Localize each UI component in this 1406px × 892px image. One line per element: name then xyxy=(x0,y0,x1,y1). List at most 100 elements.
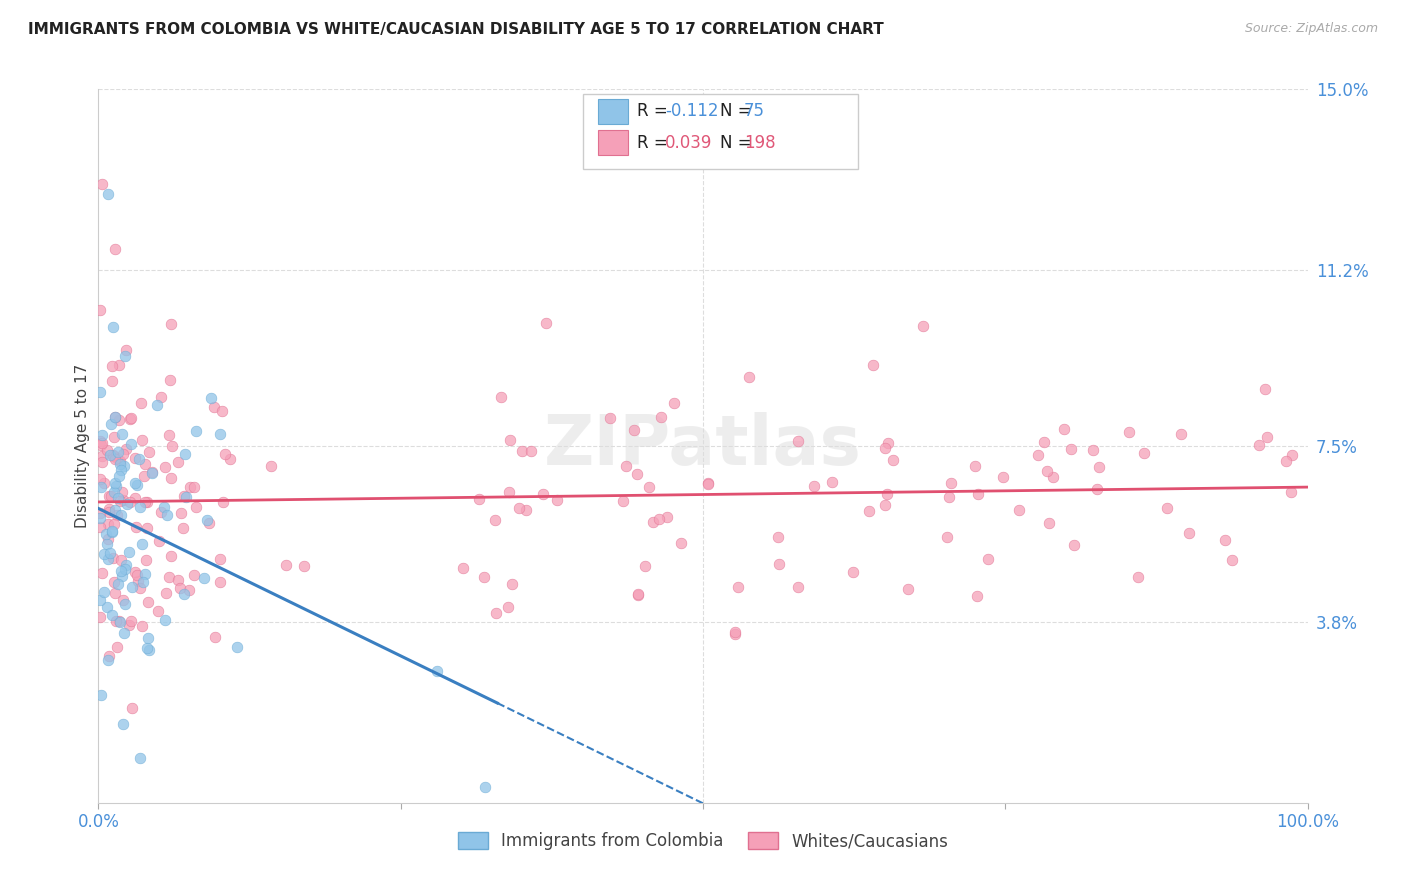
Point xyxy=(94,527,117,541)
Point xyxy=(1275,454,1298,468)
Point xyxy=(97,186,120,201)
Point xyxy=(136,632,159,646)
Point xyxy=(510,444,533,458)
Point xyxy=(453,561,475,575)
Text: 75: 75 xyxy=(744,103,765,120)
Point xyxy=(208,552,231,566)
Point xyxy=(1256,430,1278,444)
Point xyxy=(724,627,747,641)
Point xyxy=(515,502,537,516)
Point xyxy=(118,545,141,559)
Point xyxy=(468,492,491,507)
Point xyxy=(897,582,920,596)
Point xyxy=(474,780,496,795)
Point xyxy=(208,574,231,589)
Point xyxy=(114,562,136,576)
Point xyxy=(124,476,146,491)
Point xyxy=(101,374,124,388)
Point xyxy=(93,476,115,491)
Point xyxy=(98,448,121,462)
Point xyxy=(766,530,789,544)
Point xyxy=(641,516,664,530)
Point xyxy=(105,508,128,523)
Point xyxy=(111,717,134,731)
Text: 198: 198 xyxy=(744,134,775,152)
Point xyxy=(184,500,207,515)
Point xyxy=(104,479,127,493)
Text: Source: ZipAtlas.com: Source: ZipAtlas.com xyxy=(1244,22,1378,36)
Text: 0.039: 0.039 xyxy=(665,134,713,152)
Point xyxy=(131,536,153,550)
Point xyxy=(118,618,141,632)
Point xyxy=(174,490,197,504)
Point xyxy=(118,494,141,508)
Point xyxy=(89,519,111,533)
Point xyxy=(612,494,634,508)
Point xyxy=(111,447,134,461)
Point xyxy=(101,525,124,540)
Point xyxy=(97,653,120,667)
Point xyxy=(912,319,935,334)
Point xyxy=(160,471,183,485)
Point xyxy=(100,489,122,503)
Point xyxy=(91,449,114,463)
Point xyxy=(103,517,125,532)
Point xyxy=(141,467,163,481)
Point xyxy=(1220,553,1243,567)
Point xyxy=(90,438,112,452)
Point xyxy=(114,343,136,358)
Point xyxy=(101,320,124,334)
Point xyxy=(128,451,150,466)
Point xyxy=(219,452,242,467)
Point xyxy=(129,396,152,410)
Point xyxy=(650,410,672,425)
Point xyxy=(131,433,153,447)
Point xyxy=(141,465,163,479)
Point xyxy=(862,358,884,372)
Point xyxy=(110,463,132,477)
Point xyxy=(97,533,120,547)
Point xyxy=(90,688,112,702)
Point xyxy=(202,400,225,414)
Point xyxy=(136,595,159,609)
Point xyxy=(1249,438,1271,452)
Point xyxy=(112,458,135,473)
Point xyxy=(531,487,554,501)
Point xyxy=(104,614,127,628)
Point xyxy=(614,458,637,473)
Point xyxy=(1279,485,1302,500)
Point xyxy=(89,511,111,525)
Point xyxy=(159,317,181,331)
Point xyxy=(160,549,183,564)
Point xyxy=(108,413,131,427)
Point xyxy=(292,559,315,574)
Point xyxy=(98,648,121,663)
Point xyxy=(104,586,127,600)
Point xyxy=(150,505,173,519)
Point xyxy=(496,599,519,614)
Point xyxy=(499,434,522,448)
Point xyxy=(198,516,221,530)
Point xyxy=(155,586,177,600)
Point xyxy=(107,576,129,591)
Point xyxy=(638,480,661,494)
Point xyxy=(96,537,118,551)
Point xyxy=(1132,445,1154,459)
Point xyxy=(1156,501,1178,516)
Point xyxy=(626,588,648,602)
Point xyxy=(211,495,233,509)
Point xyxy=(935,531,957,545)
Point xyxy=(768,557,790,571)
Point xyxy=(124,566,146,580)
Point xyxy=(173,489,195,503)
Text: IMMIGRANTS FROM COLOMBIA VS WHITE/CAUCASIAN DISABILITY AGE 5 TO 17 CORRELATION C: IMMIGRANTS FROM COLOMBIA VS WHITE/CAUCAS… xyxy=(28,22,884,37)
Point xyxy=(623,423,645,437)
Point xyxy=(129,582,152,596)
Point xyxy=(103,448,125,462)
Point xyxy=(148,533,170,548)
Point xyxy=(179,480,201,494)
Point xyxy=(153,459,176,474)
Point xyxy=(599,410,621,425)
Point xyxy=(208,427,231,442)
Point xyxy=(89,610,111,624)
